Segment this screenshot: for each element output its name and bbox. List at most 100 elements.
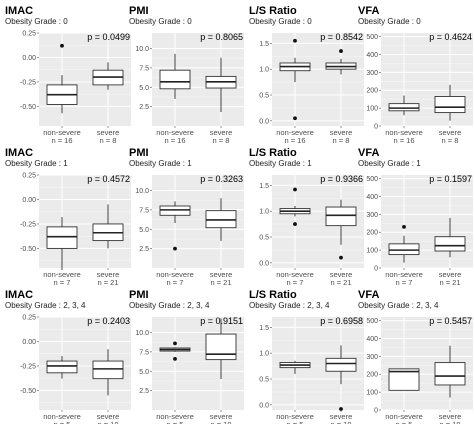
y-tick-label: 5.0: [139, 85, 149, 92]
x-sample-size-label: n = 21: [210, 278, 231, 287]
box-iqr: [388, 103, 420, 112]
y-tick-label: -0.50: [20, 246, 36, 253]
outlier-point: [173, 356, 177, 361]
outlier-point: [402, 224, 406, 229]
panel-title: IMAC: [5, 289, 33, 301]
y-tick-label: 1.5: [259, 183, 269, 190]
panel-title: L/S Ratio: [249, 147, 297, 159]
y-tick-label: 7.5: [139, 207, 149, 214]
box-iqr: [325, 357, 357, 372]
y-tick-label: 0.00: [22, 55, 36, 62]
panel-subtitle: Obesity Grade : 1: [129, 159, 192, 168]
y-tick-label: 10.0: [135, 188, 149, 195]
p-value: p = 0.1597: [429, 174, 472, 184]
panel-subtitle: Obesity Grade : 1: [5, 159, 68, 168]
y-tick-label: 400: [366, 194, 378, 201]
y-tick-label: 1.5: [259, 325, 269, 332]
y-tick-label: 0.5: [259, 377, 269, 384]
x-category-label: severe: [330, 412, 353, 421]
panel-subtitle: Obesity Grade : 0: [129, 17, 192, 26]
y-tick-label: 0.25: [22, 173, 36, 180]
outlier-point: [339, 407, 343, 411]
x-category-label: non-severe: [43, 270, 81, 279]
outlier-point: [293, 38, 297, 43]
x-sample-size-label: n = 5: [54, 420, 71, 424]
x-sample-size-label: n = 5: [396, 420, 413, 424]
x-category-label: non-severe: [276, 128, 314, 137]
panel-subtitle: Obesity Grade : 1: [249, 159, 312, 168]
y-tick-label: 300: [366, 354, 378, 361]
y-tick-label: 0.0: [259, 260, 269, 267]
box-iqr: [388, 243, 420, 256]
y-tick-label: -0.25: [20, 363, 36, 370]
x-category-label: severe: [97, 412, 120, 421]
outlier-point: [60, 43, 64, 48]
box-iqr: [46, 360, 78, 374]
y-tick-label: 10.0: [135, 46, 149, 53]
p-value: p = 0.9151: [200, 316, 243, 326]
y-tick-label: 10.0: [135, 330, 149, 337]
x-sample-size-label: n = 16: [284, 136, 305, 145]
x-category-label: severe: [439, 270, 462, 279]
panel-subtitle: Obesity Grade : 2, 3, 4: [249, 301, 330, 310]
p-value: p = 0.9366: [320, 174, 363, 184]
x-sample-size-label: n = 19: [210, 420, 231, 424]
x-sample-size-label: n = 21: [97, 278, 118, 287]
box-iqr: [159, 69, 191, 90]
panel-title: L/S Ratio: [249, 5, 297, 17]
y-tick-label: 0: [374, 124, 378, 131]
y-tick-label: 200: [366, 372, 378, 379]
panel-title: IMAC: [5, 5, 33, 17]
x-category-label: severe: [210, 128, 233, 137]
y-tick-label: 0.0: [259, 402, 269, 409]
panel-title: PMI: [129, 5, 149, 17]
outlier-point: [293, 187, 297, 192]
y-tick-label: 2.5: [139, 388, 149, 395]
x-sample-size-label: n = 8: [442, 136, 459, 145]
panel-title: IMAC: [5, 147, 33, 159]
y-tick-label: 5.0: [139, 227, 149, 234]
panel-subtitle: Obesity Grade : 2, 3, 4: [129, 301, 210, 310]
x-sample-size-label: n = 16: [51, 136, 72, 145]
panel-subtitle: Obesity Grade : 1: [358, 159, 421, 168]
outlier-point: [293, 222, 297, 226]
x-category-label: non-severe: [385, 270, 423, 279]
y-tick-label: 5.0: [139, 369, 149, 376]
box-iqr: [434, 362, 466, 386]
y-tick-label: 500: [366, 176, 378, 183]
y-tick-label: 0.25: [22, 31, 36, 38]
x-category-label: non-severe: [385, 128, 423, 137]
x-category-label: non-severe: [43, 128, 81, 137]
p-value: p = 0.5457: [429, 316, 472, 326]
x-category-label: non-severe: [156, 128, 194, 137]
x-sample-size-label: n = 19: [439, 420, 460, 424]
box-iqr: [46, 226, 78, 249]
panel-title: L/S Ratio: [249, 289, 297, 301]
y-tick-label: 2.5: [139, 104, 149, 111]
y-tick-label: 0.25: [22, 315, 36, 322]
y-tick-label: 1.0: [259, 351, 269, 358]
x-sample-size-label: n = 8: [100, 136, 117, 145]
y-tick-label: 500: [366, 318, 378, 325]
y-tick-label: 0: [374, 266, 378, 273]
panel-subtitle: Obesity Grade : 2, 3, 4: [5, 301, 86, 310]
plot-background: [152, 317, 244, 410]
x-category-label: severe: [210, 412, 233, 421]
